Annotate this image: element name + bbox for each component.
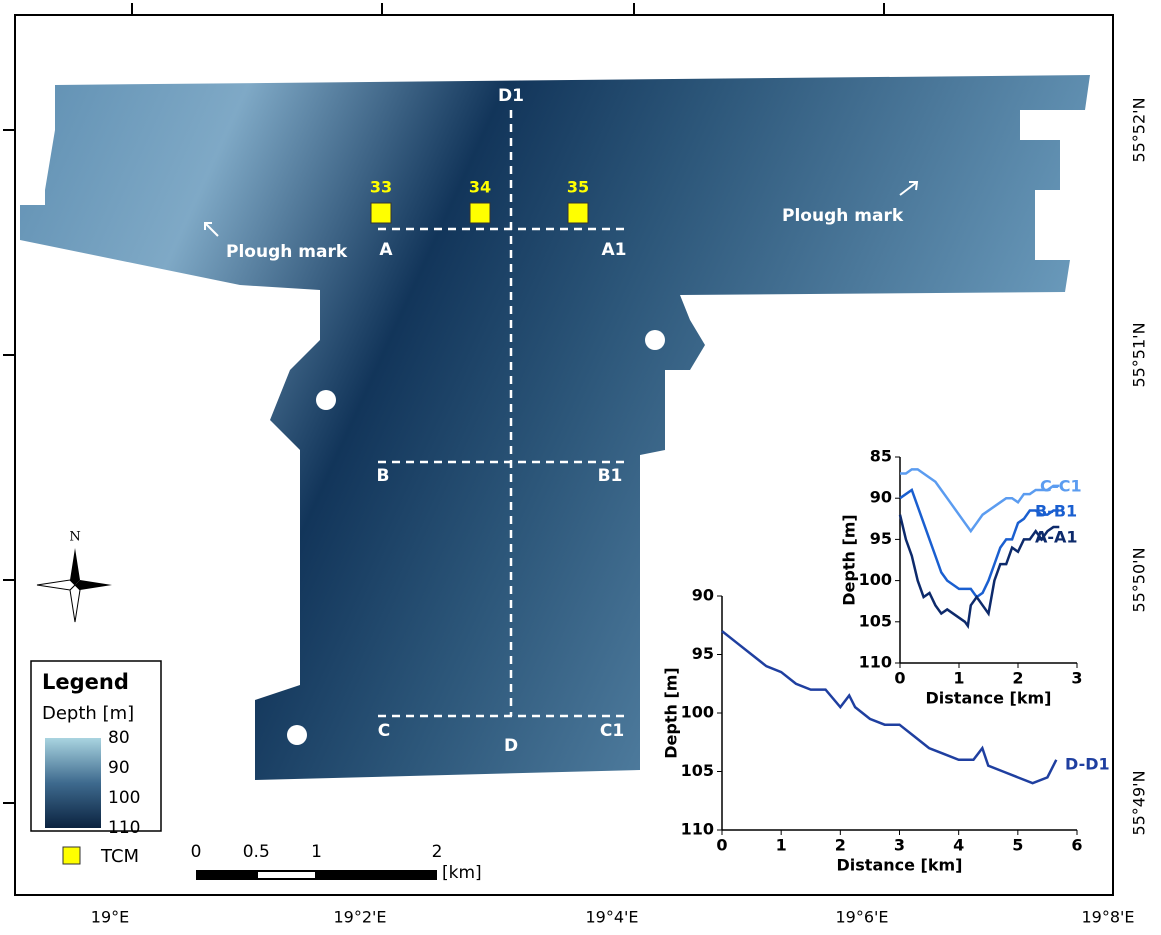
x-axis-title: Distance [km] bbox=[837, 856, 963, 875]
y-tick-label: 90 bbox=[870, 488, 892, 507]
y-tick-label: 95 bbox=[870, 529, 892, 548]
profile-line bbox=[721, 630, 1058, 785]
y-axis-title: Depth [m] bbox=[662, 667, 681, 759]
profile-line bbox=[898, 514, 1060, 630]
arrow bbox=[204, 222, 219, 237]
station-label: 35 bbox=[567, 178, 589, 197]
y-tick-label: 110 bbox=[681, 820, 714, 839]
legend-tick-label: 110 bbox=[108, 818, 140, 838]
map-frame bbox=[14, 14, 1114, 896]
bathymetry bbox=[20, 75, 1090, 780]
y-tick-label: 100 bbox=[681, 703, 714, 722]
x-tick-label: 5 bbox=[1012, 836, 1023, 855]
x-coord-label: 19°8'E bbox=[1081, 908, 1134, 927]
profile-label: D bbox=[504, 736, 518, 756]
series-label: B-B1 bbox=[1035, 502, 1077, 521]
y-coord-label: 55°49'N bbox=[1130, 770, 1149, 835]
y-coord-label: 55°51'N bbox=[1130, 322, 1149, 387]
y-coord-label: 55°52'N bbox=[1130, 97, 1149, 162]
arrow bbox=[899, 181, 918, 196]
scale-bar bbox=[196, 870, 437, 880]
profile-label: B bbox=[377, 466, 390, 486]
y-tick-label: 85 bbox=[870, 447, 892, 466]
legend-marker bbox=[62, 846, 81, 865]
profile-label: A bbox=[379, 240, 393, 260]
legend-title: Legend bbox=[42, 670, 129, 694]
profile-label: A1 bbox=[602, 240, 627, 260]
x-tick-label: 2 bbox=[1012, 669, 1023, 688]
legend-tick-label: 80 bbox=[108, 728, 130, 748]
x-coord-label: 19°2'E bbox=[333, 908, 386, 927]
y-axis-title: Depth [m] bbox=[840, 514, 859, 606]
x-axis-title: Distance [km] bbox=[926, 689, 1052, 708]
profile-line bbox=[900, 468, 1060, 534]
x-tick-label: 0 bbox=[716, 836, 727, 855]
scale-tick-label: 1 bbox=[311, 842, 322, 862]
profile-label: B1 bbox=[598, 466, 623, 486]
gap bbox=[316, 390, 336, 410]
x-tick-label: 1 bbox=[953, 669, 964, 688]
north-arrow bbox=[36, 548, 112, 623]
x-tick-label: 3 bbox=[894, 836, 905, 855]
x-tick-label: 3 bbox=[1071, 669, 1082, 688]
y-tick-label: 105 bbox=[859, 611, 892, 630]
legend-tick-label: 90 bbox=[108, 758, 130, 778]
arrows bbox=[204, 181, 919, 237]
north-label: N bbox=[69, 530, 80, 545]
profile-label: C bbox=[378, 721, 390, 741]
gap bbox=[645, 330, 665, 350]
scale-unit: [km] bbox=[442, 863, 482, 883]
x-tick-label: 4 bbox=[953, 836, 964, 855]
scale-bar-segment bbox=[196, 870, 437, 880]
tcm-marker bbox=[469, 202, 491, 224]
series-label: A-A1 bbox=[1035, 528, 1078, 547]
y-tick-label: 90 bbox=[692, 586, 714, 605]
y-tick-label: 110 bbox=[859, 653, 892, 672]
scale-bar-segment bbox=[258, 872, 315, 878]
legend-ramp bbox=[45, 738, 101, 828]
station-label: 33 bbox=[370, 178, 392, 197]
y-tick-label: 105 bbox=[681, 761, 714, 780]
north-arrow-part bbox=[36, 579, 76, 591]
tcm-marker bbox=[567, 202, 589, 224]
legend-marker-label: TCM bbox=[100, 846, 139, 867]
annotation: Plough mark bbox=[226, 242, 348, 262]
x-coord-label: 19°6'E bbox=[835, 908, 888, 927]
x-coord-label: 19°E bbox=[91, 908, 129, 927]
arrow bbox=[204, 222, 212, 230]
scale-tick-label: 0 bbox=[191, 842, 202, 862]
x-tick-label: 2 bbox=[835, 836, 846, 855]
profile-line bbox=[899, 487, 1060, 599]
tcm-marker bbox=[370, 202, 392, 224]
x-tick-label: 1 bbox=[776, 836, 787, 855]
y-coord-label: 55°50'N bbox=[1130, 547, 1149, 612]
profile-label: C1 bbox=[600, 721, 624, 741]
profiles bbox=[378, 110, 628, 718]
gap bbox=[287, 725, 307, 745]
scale-tick-label: 0.5 bbox=[243, 842, 270, 862]
x-tick-label: 6 bbox=[1071, 836, 1082, 855]
y-tick-label: 95 bbox=[692, 644, 714, 663]
profile-label: D1 bbox=[498, 86, 524, 106]
station-label: 34 bbox=[469, 178, 491, 197]
scale-tick-label: 2 bbox=[432, 842, 443, 862]
north-arrow-part bbox=[75, 580, 112, 590]
y-tick-label: 100 bbox=[859, 570, 892, 589]
legend-subtitle: Depth [m] bbox=[42, 703, 134, 724]
arrow bbox=[909, 181, 919, 191]
north-arrow-part bbox=[70, 548, 80, 585]
series-label: C-C1 bbox=[1040, 477, 1082, 496]
annotation: Plough mark bbox=[782, 206, 904, 226]
north-arrow-part bbox=[69, 584, 81, 623]
x-coord-label: 19°4'E bbox=[585, 908, 638, 927]
series-label: D-D1 bbox=[1065, 755, 1110, 774]
legend-tick-label: 100 bbox=[108, 788, 140, 808]
x-tick-label: 0 bbox=[894, 669, 905, 688]
